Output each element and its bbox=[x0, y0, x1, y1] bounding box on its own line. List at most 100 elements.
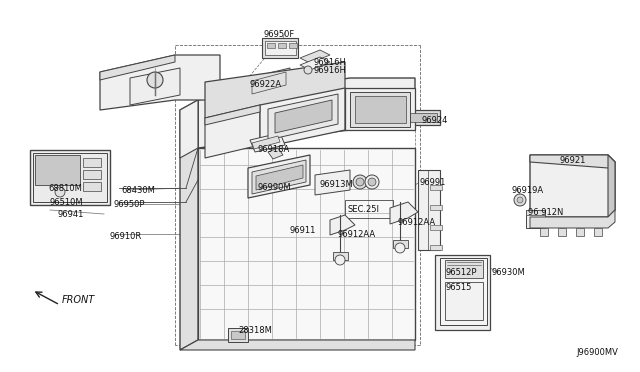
Polygon shape bbox=[435, 255, 490, 330]
Bar bbox=[83, 170, 101, 179]
Polygon shape bbox=[205, 105, 260, 158]
Circle shape bbox=[514, 194, 526, 206]
Circle shape bbox=[353, 175, 367, 189]
Text: 96924: 96924 bbox=[422, 116, 449, 125]
Text: 96910R: 96910R bbox=[110, 232, 142, 241]
Polygon shape bbox=[526, 210, 545, 215]
Text: 96950F: 96950F bbox=[264, 30, 295, 39]
Text: J96900MV: J96900MV bbox=[576, 348, 618, 357]
Polygon shape bbox=[198, 78, 415, 148]
Text: 96991: 96991 bbox=[420, 178, 446, 187]
Bar bbox=[30, 150, 110, 205]
Polygon shape bbox=[315, 170, 350, 195]
Bar bbox=[558, 228, 566, 236]
Polygon shape bbox=[250, 133, 285, 152]
Circle shape bbox=[395, 243, 405, 253]
Bar bbox=[33, 153, 107, 202]
Polygon shape bbox=[300, 50, 330, 63]
Polygon shape bbox=[100, 55, 220, 110]
Polygon shape bbox=[275, 100, 332, 133]
Bar bbox=[430, 225, 442, 230]
Text: 96919A: 96919A bbox=[512, 186, 544, 195]
Polygon shape bbox=[256, 165, 303, 190]
Polygon shape bbox=[530, 210, 615, 228]
Bar bbox=[278, 43, 286, 48]
Polygon shape bbox=[608, 155, 615, 217]
Text: 96510M: 96510M bbox=[50, 198, 84, 207]
Bar bbox=[430, 245, 442, 250]
Text: 96916H: 96916H bbox=[313, 58, 346, 67]
Bar bbox=[430, 205, 442, 210]
Text: 96921: 96921 bbox=[560, 156, 586, 165]
Text: 96990M: 96990M bbox=[258, 183, 292, 192]
Text: 96912AA: 96912AA bbox=[338, 230, 376, 239]
Polygon shape bbox=[268, 148, 283, 159]
Polygon shape bbox=[350, 92, 410, 127]
Bar bbox=[393, 240, 408, 248]
Text: SEC.25I: SEC.25I bbox=[348, 205, 380, 214]
Bar bbox=[576, 228, 584, 236]
Text: 96512P: 96512P bbox=[446, 268, 477, 277]
Polygon shape bbox=[252, 72, 286, 94]
Circle shape bbox=[335, 255, 345, 265]
Polygon shape bbox=[400, 110, 440, 125]
Polygon shape bbox=[355, 96, 406, 123]
Polygon shape bbox=[180, 100, 198, 350]
Polygon shape bbox=[403, 113, 437, 122]
Circle shape bbox=[365, 175, 379, 189]
Polygon shape bbox=[260, 88, 345, 148]
Bar bbox=[231, 331, 245, 339]
Bar bbox=[83, 158, 101, 167]
Polygon shape bbox=[300, 57, 330, 70]
Text: 96950P: 96950P bbox=[114, 200, 145, 209]
Polygon shape bbox=[130, 68, 180, 105]
Bar bbox=[333, 252, 348, 260]
Bar bbox=[267, 43, 275, 48]
Polygon shape bbox=[100, 55, 175, 80]
Bar bbox=[289, 43, 297, 48]
Text: 96515: 96515 bbox=[446, 283, 472, 292]
Text: 28318M: 28318M bbox=[238, 326, 272, 335]
Polygon shape bbox=[390, 202, 418, 224]
Text: 96922A: 96922A bbox=[250, 80, 282, 89]
Polygon shape bbox=[330, 215, 355, 235]
Text: 68430M: 68430M bbox=[121, 186, 155, 195]
Bar bbox=[430, 185, 442, 190]
Polygon shape bbox=[248, 68, 290, 98]
Bar bbox=[83, 182, 101, 191]
Polygon shape bbox=[252, 160, 306, 194]
Bar bbox=[228, 328, 248, 342]
Polygon shape bbox=[180, 340, 415, 350]
Text: FRONT: FRONT bbox=[62, 295, 95, 305]
Bar bbox=[35, 155, 80, 185]
Polygon shape bbox=[252, 136, 280, 149]
Text: 96930M: 96930M bbox=[492, 268, 525, 277]
Polygon shape bbox=[445, 282, 483, 320]
Polygon shape bbox=[205, 105, 260, 125]
Text: 68810M: 68810M bbox=[48, 184, 82, 193]
Circle shape bbox=[368, 178, 376, 186]
Circle shape bbox=[55, 187, 65, 197]
Bar bbox=[594, 228, 602, 236]
Text: 96912AA: 96912AA bbox=[397, 218, 435, 227]
Polygon shape bbox=[530, 155, 615, 168]
Text: 96911: 96911 bbox=[290, 226, 316, 235]
Polygon shape bbox=[418, 170, 440, 250]
Bar bbox=[540, 228, 548, 236]
Polygon shape bbox=[198, 148, 415, 340]
Polygon shape bbox=[530, 155, 615, 217]
Polygon shape bbox=[445, 260, 483, 278]
Circle shape bbox=[147, 72, 163, 88]
Polygon shape bbox=[268, 94, 338, 140]
Circle shape bbox=[356, 178, 364, 186]
Polygon shape bbox=[440, 258, 487, 325]
Circle shape bbox=[517, 197, 523, 203]
Text: 96916H: 96916H bbox=[313, 66, 346, 75]
Text: 96913M: 96913M bbox=[320, 180, 354, 189]
Polygon shape bbox=[205, 62, 345, 118]
Text: 96941: 96941 bbox=[58, 210, 84, 219]
Text: 96918A: 96918A bbox=[258, 145, 291, 154]
Polygon shape bbox=[345, 88, 415, 130]
Text: 96 912N: 96 912N bbox=[528, 208, 563, 217]
Polygon shape bbox=[180, 100, 198, 158]
